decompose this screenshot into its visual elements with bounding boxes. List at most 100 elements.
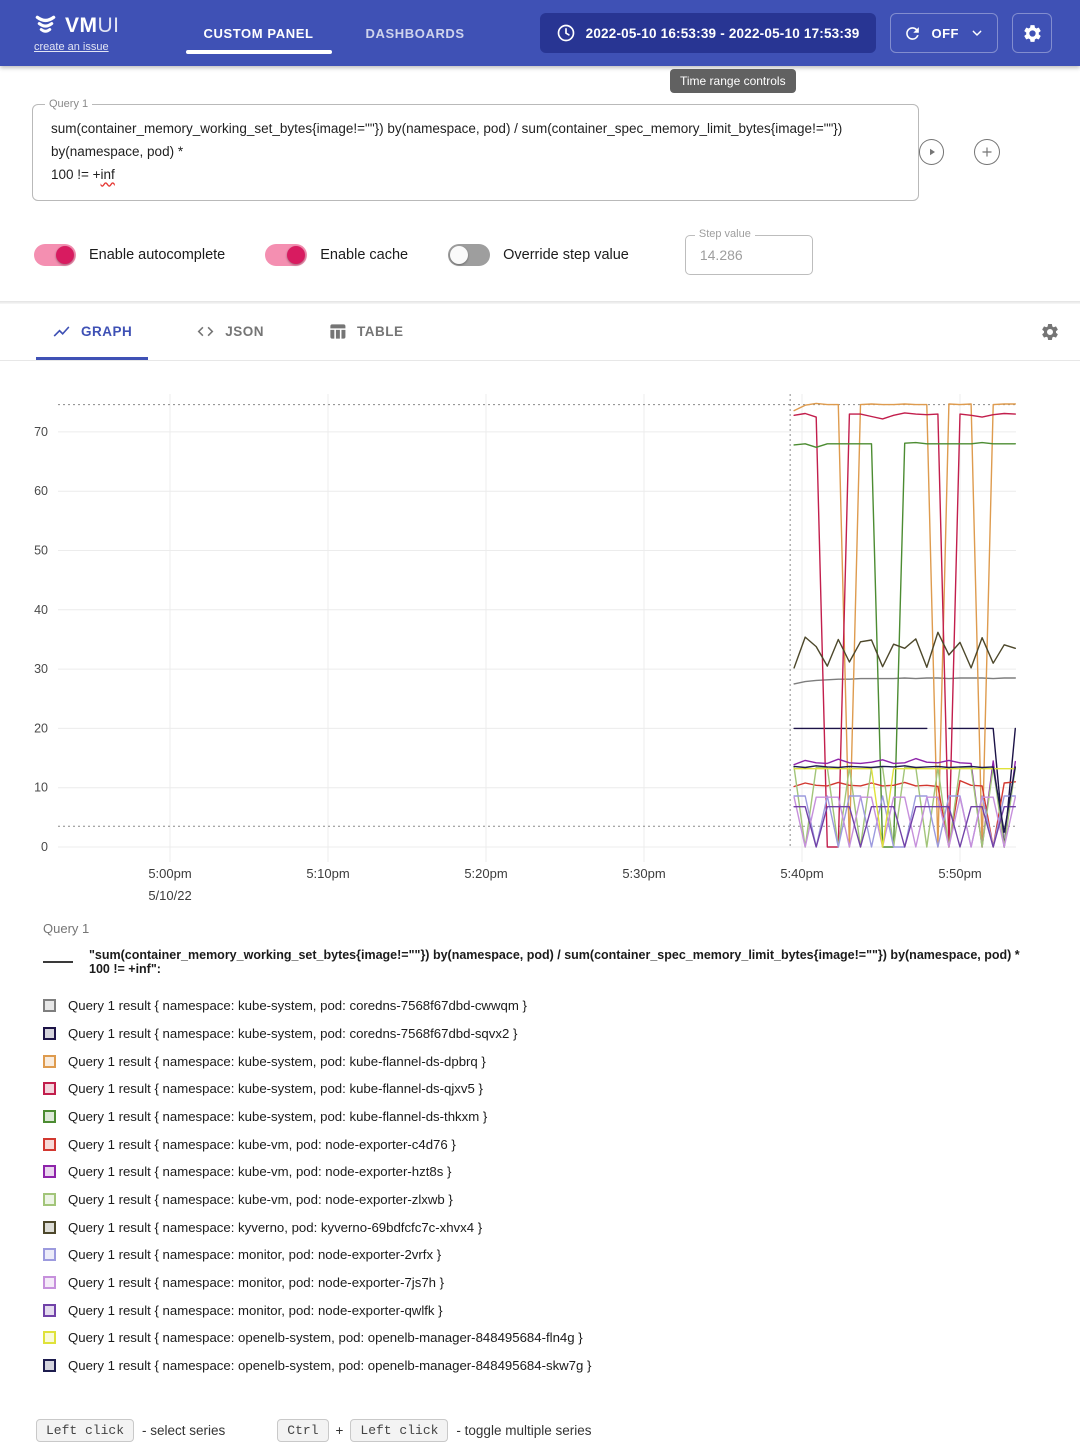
query-input-label: Query 1 bbox=[45, 98, 93, 110]
series-color-swatch bbox=[43, 1359, 56, 1373]
time-range-button[interactable]: 2022-05-10 16:53:39 - 2022-05-10 17:53:3… bbox=[539, 13, 876, 53]
play-icon bbox=[926, 146, 938, 158]
autorefresh-control[interactable]: OFF bbox=[889, 13, 998, 53]
vm-logo-icon bbox=[34, 14, 57, 37]
series-color-swatch bbox=[43, 1109, 56, 1123]
app-header: VMUI create an issue CUSTOM PANEL DASHBO… bbox=[0, 0, 1080, 93]
step-value-label: Step value bbox=[694, 227, 755, 240]
query-options-row: Enable autocomplete Enable cache Overrid… bbox=[34, 227, 1046, 277]
series-label: Query 1 result { namespace: monitor, pod… bbox=[68, 1275, 445, 1291]
series-color-swatch bbox=[43, 1331, 56, 1345]
tab-json[interactable]: JSON bbox=[180, 304, 280, 360]
create-issue-link[interactable]: create an issue bbox=[34, 40, 109, 53]
svg-text:5:30pm: 5:30pm bbox=[622, 866, 665, 881]
legend-item[interactable]: Query 1 result { namespace: monitor, pod… bbox=[43, 1269, 1037, 1297]
series-label: Query 1 result { namespace: monitor, pod… bbox=[68, 1302, 443, 1318]
toggle-series-hint: - toggle multiple series bbox=[456, 1423, 592, 1439]
svg-text:60: 60 bbox=[34, 484, 48, 498]
series-color-swatch bbox=[43, 1082, 56, 1096]
tab-table[interactable]: TABLE bbox=[312, 304, 420, 360]
step-value-input[interactable]: 14.286 bbox=[684, 234, 813, 275]
series-label: Query 1 result { namespace: kube-system,… bbox=[68, 1081, 483, 1097]
legend-item[interactable]: Query 1 result { namespace: kube-system,… bbox=[43, 1103, 1037, 1131]
svg-text:5:10pm: 5:10pm bbox=[306, 866, 349, 881]
settings-button[interactable] bbox=[1012, 13, 1052, 53]
series-label: Query 1 result { namespace: kube-system,… bbox=[68, 1108, 488, 1124]
svg-text:5:00pm: 5:00pm bbox=[148, 866, 191, 881]
panel-divider bbox=[0, 300, 1080, 304]
code-icon bbox=[196, 322, 215, 341]
toggle-enable-autocomplete[interactable]: Enable autocomplete bbox=[34, 243, 225, 266]
app-title: VMUI bbox=[65, 13, 120, 37]
legend-item[interactable]: Query 1 result { namespace: kyverno, pod… bbox=[43, 1213, 1037, 1241]
legend-item[interactable]: Query 1 result { namespace: monitor, pod… bbox=[43, 1296, 1037, 1324]
legend-item[interactable]: Query 1 result { namespace: kube-vm, pod… bbox=[43, 1130, 1037, 1158]
query-input[interactable]: Query 1 sum(container_memory_working_set… bbox=[32, 98, 919, 201]
svg-text:5:40pm: 5:40pm bbox=[780, 866, 823, 881]
series-color-swatch bbox=[43, 1054, 56, 1068]
series-label: Query 1 result { namespace: kube-vm, pod… bbox=[68, 1164, 452, 1180]
legend-item[interactable]: Query 1 result { namespace: kube-system,… bbox=[43, 1075, 1037, 1103]
tab-table-label: TABLE bbox=[357, 324, 404, 340]
svg-text:10: 10 bbox=[34, 781, 48, 795]
graph-settings-button[interactable] bbox=[1040, 322, 1060, 342]
toggle-enable-cache[interactable]: Enable cache bbox=[265, 243, 409, 266]
legend-hints: Left click - select series Ctrl + Left c… bbox=[36, 1419, 1080, 1442]
series-label: Query 1 result { namespace: kube-vm, pod… bbox=[68, 1136, 456, 1152]
series-color-swatch bbox=[43, 1026, 56, 1040]
svg-text:40: 40 bbox=[34, 603, 48, 617]
kbd-left-click: Left click bbox=[36, 1419, 135, 1442]
autorefresh-value: OFF bbox=[931, 25, 959, 41]
series-label: Query 1 result { namespace: openelb-syst… bbox=[68, 1330, 583, 1346]
series-label: Query 1 result { namespace: openelb-syst… bbox=[68, 1358, 592, 1374]
legend-group-title: Query 1 bbox=[43, 920, 90, 936]
tab-graph[interactable]: GRAPH bbox=[36, 304, 149, 360]
legend-item[interactable]: Query 1 result { namespace: kube-system,… bbox=[43, 1047, 1037, 1075]
legend-item[interactable]: Query 1 result { namespace: openelb-syst… bbox=[43, 1324, 1037, 1352]
gear-icon bbox=[1022, 23, 1043, 44]
execute-query-button[interactable] bbox=[918, 139, 945, 166]
svg-text:5:20pm: 5:20pm bbox=[464, 866, 507, 881]
legend-item[interactable]: Query 1 result { namespace: kube-system,… bbox=[43, 1020, 1037, 1048]
clock-icon bbox=[556, 23, 576, 43]
legend-line-swatch bbox=[43, 960, 73, 963]
svg-text:5:50pm: 5:50pm bbox=[938, 866, 981, 881]
series-label: Query 1 result { namespace: monitor, pod… bbox=[68, 1247, 442, 1263]
add-query-button[interactable] bbox=[974, 139, 1000, 166]
legend-item[interactable]: Query 1 result { namespace: openelb-syst… bbox=[43, 1352, 1037, 1380]
series-color-swatch bbox=[43, 1303, 56, 1317]
legend: Query 1 "sum(container_memory_working_se… bbox=[0, 909, 1080, 1380]
series-color-swatch bbox=[43, 1192, 56, 1206]
series-color-swatch bbox=[43, 1248, 56, 1262]
table-icon bbox=[328, 322, 347, 341]
series-color-swatch bbox=[43, 1276, 56, 1290]
tab-graph-label: GRAPH bbox=[81, 324, 133, 340]
tab-json-label: JSON bbox=[225, 324, 265, 340]
line-chart-icon bbox=[52, 322, 71, 341]
toggle-label: Enable cache bbox=[320, 246, 409, 263]
query-text-inf: inf bbox=[100, 166, 115, 182]
series-label: Query 1 result { namespace: kube-vm, pod… bbox=[68, 1191, 453, 1207]
svg-text:50: 50 bbox=[34, 543, 48, 557]
toggle-label: Override step value bbox=[503, 246, 629, 263]
series-label: Query 1 result { namespace: kube-system,… bbox=[68, 998, 527, 1014]
nav-tab-dashboards[interactable]: DASHBOARDS bbox=[365, 25, 465, 41]
toggle-override-step[interactable]: Override step value bbox=[448, 243, 629, 266]
legend-item[interactable]: Query 1 result { namespace: kube-system,… bbox=[43, 992, 1037, 1020]
series-label: Query 1 result { namespace: kube-system,… bbox=[68, 1025, 518, 1041]
legend-item[interactable]: Query 1 result { namespace: kube-vm, pod… bbox=[43, 1158, 1037, 1186]
series-color-swatch bbox=[43, 1137, 56, 1151]
gear-icon bbox=[1040, 322, 1060, 342]
logo-block: VMUI create an issue bbox=[34, 14, 120, 53]
legend-query-label: "sum(container_memory_working_set_bytes{… bbox=[89, 947, 1020, 976]
query-text-line2: 100 != + bbox=[51, 166, 101, 182]
legend-item[interactable]: Query 1 result { namespace: kube-vm, pod… bbox=[43, 1186, 1037, 1214]
nav-tab-custom-panel[interactable]: CUSTOM PANEL bbox=[184, 0, 334, 66]
legend-item[interactable]: Query 1 result { namespace: monitor, pod… bbox=[43, 1241, 1037, 1269]
view-tabs: GRAPH JSON TABLE bbox=[0, 304, 1080, 360]
kbd-left-click: Left click bbox=[350, 1419, 449, 1442]
series-color-swatch bbox=[43, 999, 56, 1013]
series-label: Query 1 result { namespace: kyverno, pod… bbox=[68, 1219, 483, 1235]
chart-panel[interactable]: 0 10 20 30 40 50 60 70 5:00pm 5/10/22 5:10pm 5:20pm… bbox=[0, 379, 1080, 909]
svg-text:5/10/22: 5/10/22 bbox=[148, 888, 191, 903]
